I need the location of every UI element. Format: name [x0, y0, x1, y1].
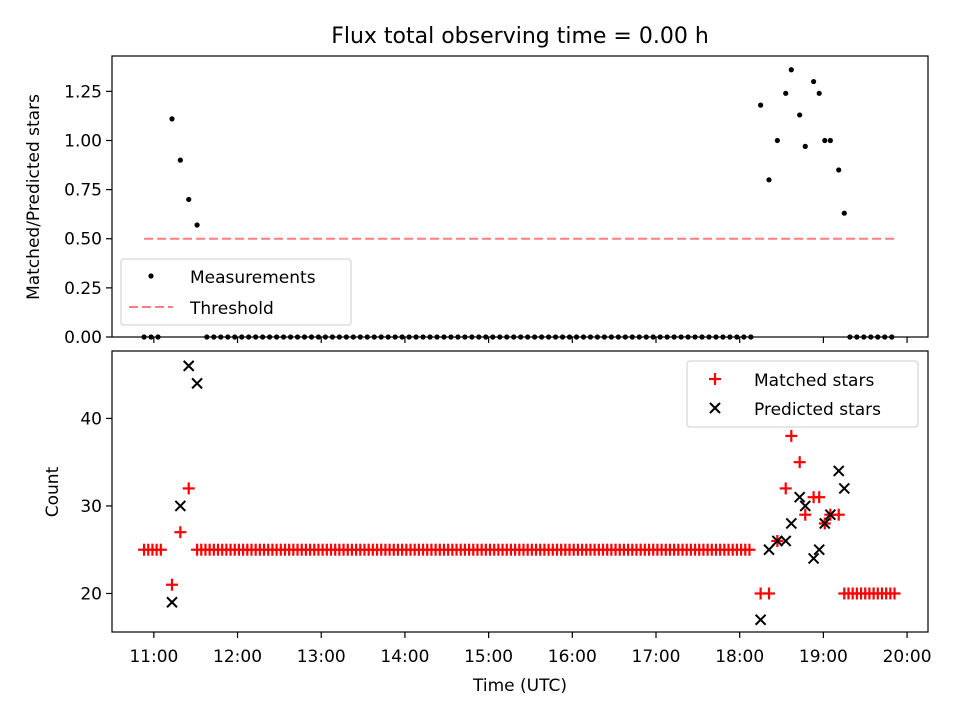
top-axes-frame: [111, 55, 929, 338]
predicted-stars-point: [754, 614, 767, 626]
predicted-stars-point: [183, 360, 195, 372]
matched-stars-point: [832, 508, 845, 521]
predicted-stars-point: [166, 596, 178, 608]
x-tick-label: 12:00: [213, 647, 262, 667]
y-tick-label: 20: [80, 584, 102, 604]
predicted-stars-point: [819, 517, 831, 530]
legend-matched-stars-marker: [709, 373, 721, 385]
matched-stars-point: [182, 482, 195, 495]
measurement-point: [783, 90, 789, 96]
top-legend-box: [120, 258, 352, 326]
legend-matched-stars-label: Matched stars: [754, 371, 874, 391]
y-tick-label: 0.75: [64, 181, 102, 201]
y-tick-label: 0.25: [64, 279, 102, 299]
bottom-axes-frame: [111, 350, 929, 633]
measurement-point: [816, 90, 822, 96]
matched-stars-point: [165, 578, 178, 591]
matched-stars-point: [762, 587, 775, 600]
measurement-point: [836, 167, 842, 173]
matched-stars-point: [793, 456, 806, 469]
figure-title: Flux total observing time = 0.00 h: [331, 24, 709, 49]
bottom-panel: 20 30 40 11:00 12:00 13:00 14:00 15:00 16:00 17:…: [43, 350, 932, 696]
matched-stars-point: [174, 526, 187, 539]
x-tick-label: 18:00: [715, 647, 764, 667]
legend-predicted-stars-marker: [709, 402, 721, 414]
predicted-stars-point: [824, 508, 837, 521]
bottom-legend: Matched stars Predicted stars: [686, 360, 919, 428]
bottom-x-ticks: 11:00 12:00 13:00 14:00 15:00 16:00 17:00 18:00…: [129, 632, 932, 667]
legend-measurements-marker: [148, 273, 154, 279]
measurement-point: [758, 102, 764, 108]
top-y-ticks: 0.00 0.25 0.50 0.75 1.00 1.25: [64, 82, 112, 348]
matched-stars-point: [743, 543, 756, 556]
matched-stars-point: [785, 429, 798, 442]
legend-predicted-stars-label: Predicted stars: [754, 400, 881, 420]
measurement-point: [827, 137, 833, 144]
top-y-axis-label: Matched/Predicted stars: [24, 94, 44, 300]
predicted-stars-point: [191, 377, 203, 390]
bottom-legend-box: [686, 360, 919, 428]
x-tick-label: 20:00: [883, 647, 932, 667]
measurement-point: [766, 177, 772, 183]
x-tick-label: 14:00: [380, 647, 429, 667]
matched-stars-point: [154, 543, 167, 556]
predicted-stars-point: [838, 482, 851, 495]
predicted-stars-point: [771, 535, 784, 547]
measurement-point: [797, 112, 803, 118]
y-tick-label: 1.00: [64, 131, 102, 151]
bottom-y-ticks: 20 30 40: [80, 409, 112, 604]
measurement-point: [811, 78, 817, 85]
measurement-point: [194, 222, 200, 228]
measurement-point: [169, 116, 175, 122]
measurement-point: [822, 137, 828, 144]
measurement-point: [841, 210, 847, 216]
x-axis-label: Time (UTC): [472, 676, 567, 696]
matched-stars-point: [799, 508, 812, 521]
measurement-point: [186, 196, 192, 203]
top-panel: 0.00 0.25 0.50 0.75 1.00 1.25 Matched/Predict…: [24, 55, 929, 348]
x-tick-label: 15:00: [464, 647, 513, 667]
measurement-point: [177, 157, 183, 163]
x-tick-label: 16:00: [548, 647, 597, 667]
predicted-stars-point: [763, 544, 775, 556]
y-tick-label: 0.50: [64, 230, 102, 250]
measurement-point: [802, 143, 808, 149]
bottom-y-axis-label: Count: [43, 466, 63, 517]
measurement-point: [788, 67, 794, 73]
predicted-stars-point: [799, 500, 811, 512]
legend-measurements-label: Measurements: [190, 268, 316, 288]
measurement-point: [774, 137, 780, 144]
predicted-stars-point: [807, 552, 820, 565]
x-tick-label: 13:00: [297, 647, 346, 667]
y-tick-label: 30: [80, 497, 102, 517]
predicted-stars-point: [833, 465, 845, 477]
y-tick-label: 0.00: [64, 328, 102, 348]
x-tick-label: 11:00: [129, 647, 178, 667]
bottom-plot-marks: [138, 360, 901, 626]
predicted-stars-point: [780, 535, 792, 547]
x-tick-label: 19:00: [799, 647, 848, 667]
predicted-stars-point: [793, 491, 806, 503]
predicted-stars-point: [813, 544, 825, 556]
matched-stars-point: [779, 482, 792, 495]
matched-stars-point: [888, 587, 901, 600]
predicted-stars-point: [785, 517, 798, 530]
x-tick-label: 17:00: [632, 647, 681, 667]
top-legend: Measurements Threshold: [120, 258, 352, 326]
matched-stars-point: [813, 491, 826, 504]
top-x-ticks: [153, 337, 908, 343]
legend-threshold-label: Threshold: [189, 299, 274, 319]
y-tick-label: 40: [80, 409, 102, 429]
predicted-stars-point: [174, 500, 187, 512]
y-tick-label: 1.25: [64, 82, 102, 102]
